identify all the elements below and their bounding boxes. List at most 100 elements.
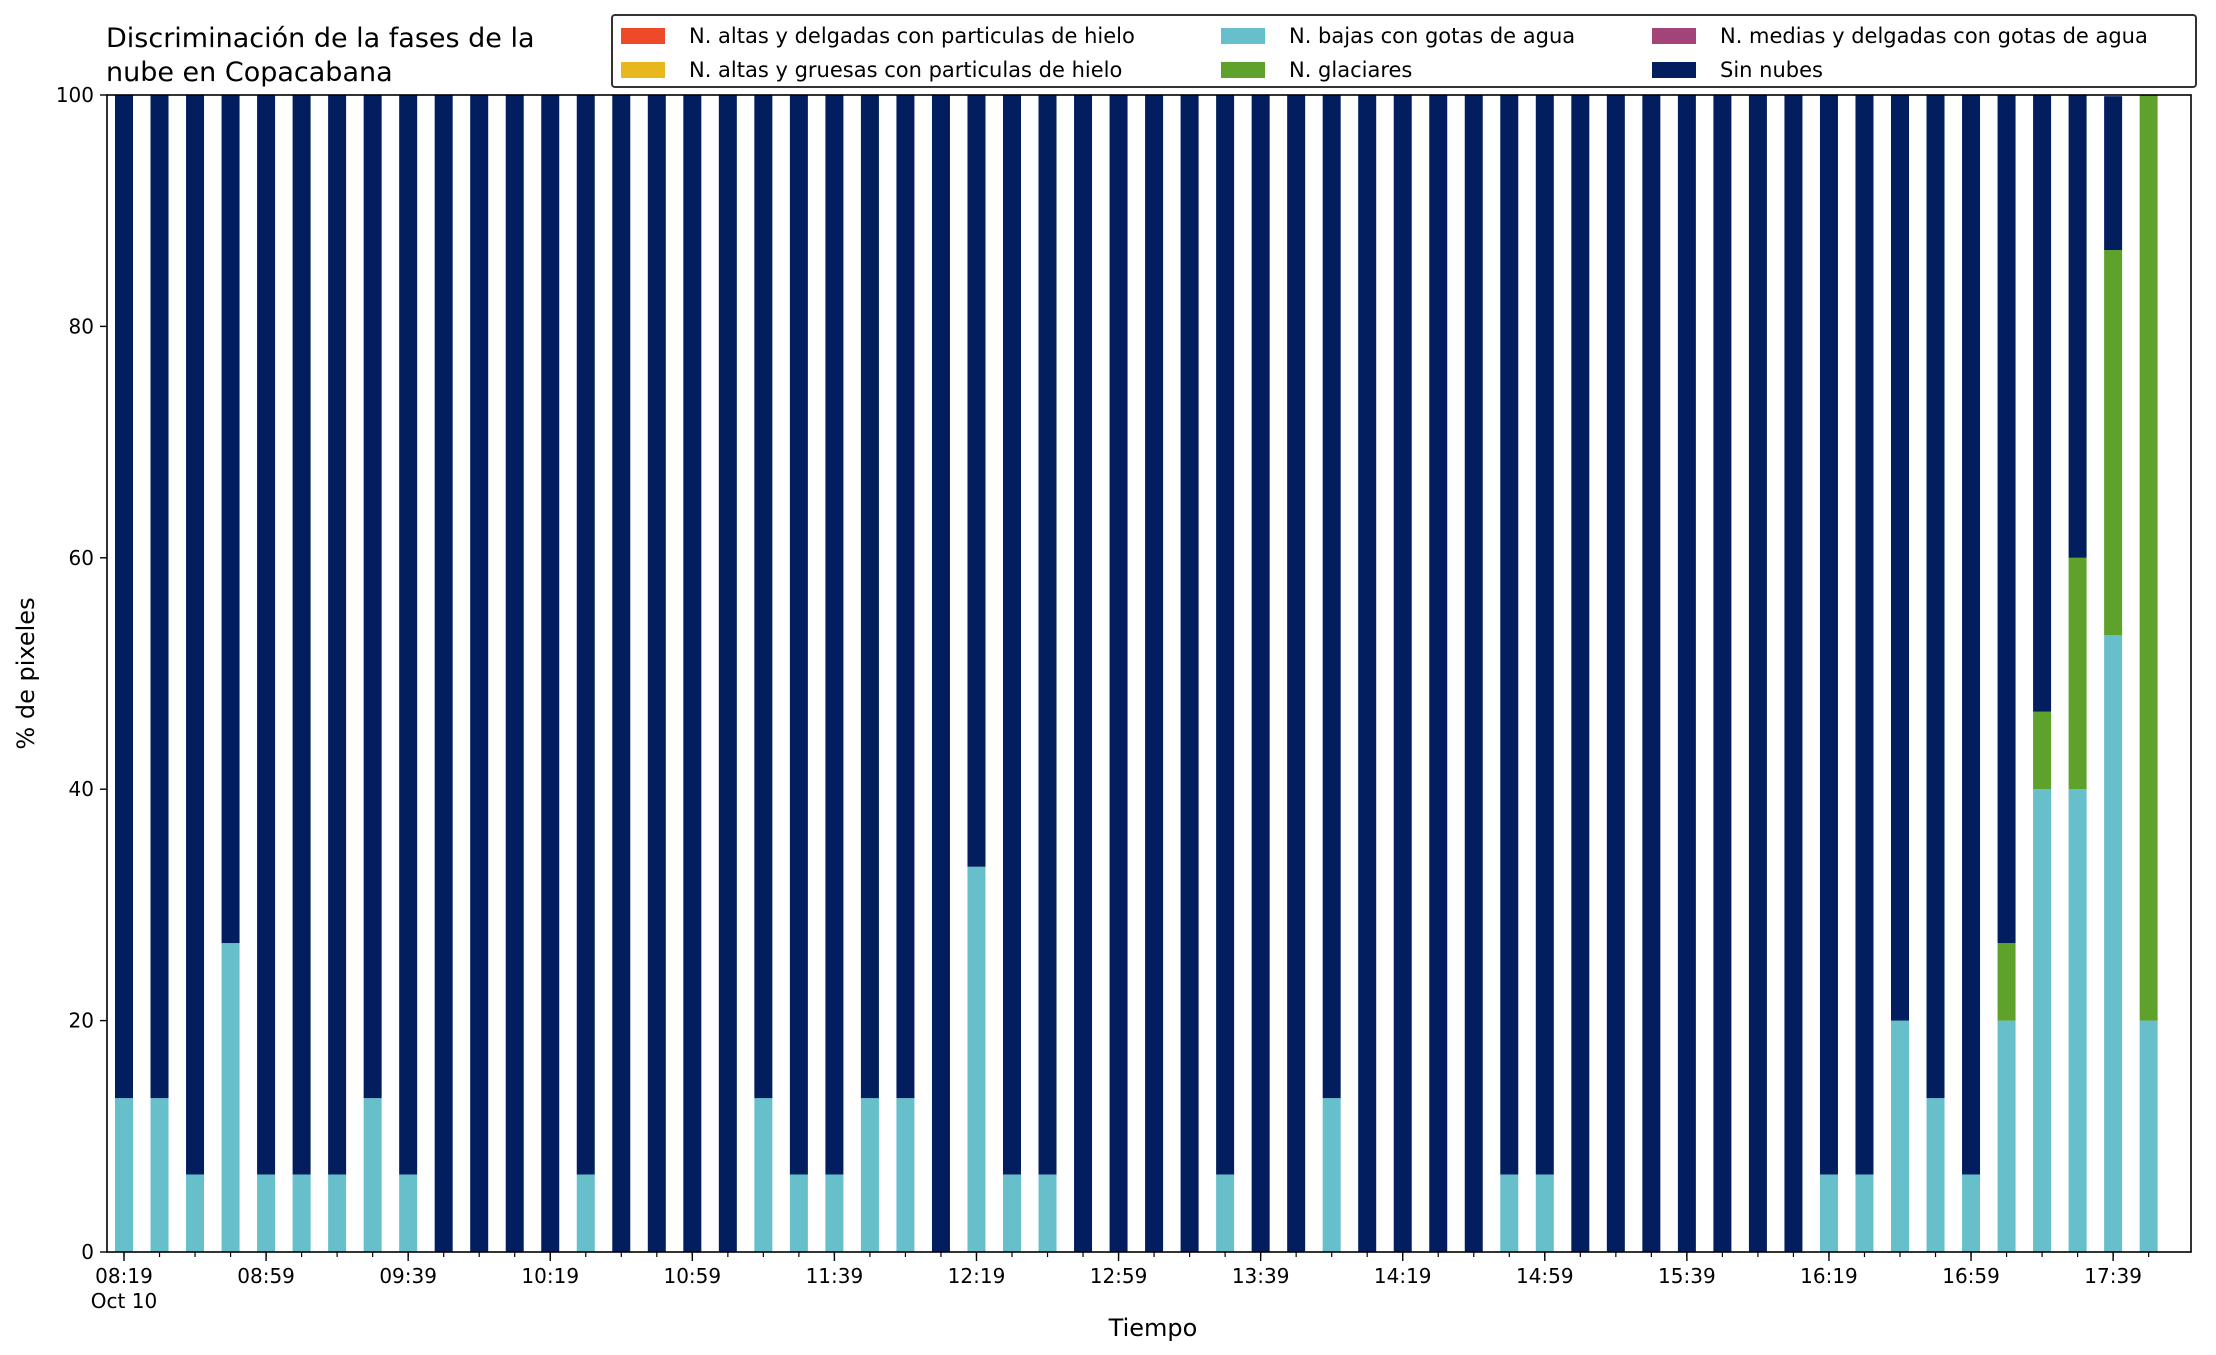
bar-segment-5-33 bbox=[1287, 95, 1306, 1252]
bar-segment-5-27 bbox=[1074, 95, 1093, 1252]
plot-frame bbox=[106, 94, 2192, 1253]
bar-segment-5-2 bbox=[186, 95, 205, 1175]
bar-segment-5-36 bbox=[1393, 95, 1412, 1252]
bar-segment-5-44 bbox=[1677, 95, 1696, 1252]
bar-segment-5-23 bbox=[931, 95, 950, 1252]
legend-label: N. altas y gruesas con particulas de hie… bbox=[689, 58, 1123, 82]
bar-segment-5-7 bbox=[363, 95, 382, 1099]
y-tick-label: 80 bbox=[69, 314, 94, 338]
bar-segment-5-47 bbox=[1784, 95, 1803, 1252]
bar-segment-2-1 bbox=[150, 1098, 169, 1252]
bar-segment-2-57 bbox=[2139, 1020, 2158, 1252]
bar-segment-2-4 bbox=[257, 1174, 276, 1252]
bar-segment-2-19 bbox=[789, 1174, 808, 1252]
bar-segment-2-18 bbox=[754, 1098, 773, 1252]
bar-segment-5-18 bbox=[754, 95, 773, 1099]
bar-segment-5-39 bbox=[1500, 95, 1519, 1175]
bar-segment-5-12 bbox=[541, 95, 560, 1252]
y-tick-label: 40 bbox=[69, 777, 94, 801]
bar-segment-5-3 bbox=[221, 95, 240, 944]
legend-label: N. glaciares bbox=[1289, 58, 1413, 82]
bar-segment-5-41 bbox=[1571, 95, 1590, 1252]
x-tick-label: 08:19 bbox=[95, 1264, 153, 1288]
bar-segment-2-13 bbox=[576, 1174, 595, 1252]
legend-label: N. medias y delgadas con gotas de agua bbox=[1720, 24, 2148, 48]
bar-segment-3-53 bbox=[1997, 943, 2016, 1021]
x-tick-label: 17:39 bbox=[2084, 1264, 2142, 1288]
y-tick-label: 0 bbox=[81, 1240, 94, 1264]
bar-segment-5-25 bbox=[1003, 95, 1021, 1175]
bar-segment-5-37 bbox=[1429, 95, 1448, 1252]
bar-segment-5-34 bbox=[1322, 95, 1341, 1099]
bar-segment-2-48 bbox=[1819, 1174, 1838, 1252]
bar-segment-5-10 bbox=[470, 95, 489, 1252]
bar-segment-5-11 bbox=[505, 95, 524, 1252]
y-tick-label: 60 bbox=[69, 546, 94, 570]
legend-swatch bbox=[621, 62, 665, 78]
bar-segment-5-0 bbox=[115, 95, 133, 1099]
bar-segment-5-20 bbox=[825, 95, 844, 1175]
x-tick-label: 14:19 bbox=[1374, 1264, 1432, 1288]
bar-segment-2-3 bbox=[221, 943, 240, 1252]
bar-segment-2-52 bbox=[1962, 1174, 1981, 1252]
bar-segment-5-32 bbox=[1251, 95, 1270, 1252]
chart-title-line-1: Discriminación de la fases de la bbox=[106, 23, 535, 54]
bar-segment-5-4 bbox=[257, 95, 276, 1175]
bar-segment-5-14 bbox=[612, 95, 631, 1252]
bar-segment-2-5 bbox=[292, 1174, 311, 1252]
x-tick-label: 10:19 bbox=[521, 1264, 579, 1288]
bar-segment-3-55 bbox=[2068, 557, 2087, 790]
legend-label: Sin nubes bbox=[1720, 58, 1823, 82]
bar-segment-2-39 bbox=[1500, 1174, 1519, 1252]
x-tick-label: 08:59 bbox=[237, 1264, 295, 1288]
bar-segment-2-31 bbox=[1216, 1174, 1235, 1252]
bar-segment-5-5 bbox=[292, 95, 311, 1175]
bar-segment-5-29 bbox=[1145, 95, 1164, 1252]
x-tick-label: 15:39 bbox=[1658, 1264, 1716, 1288]
bar-segment-5-55 bbox=[2068, 95, 2087, 558]
legend-swatch bbox=[1652, 28, 1696, 44]
bar-segment-2-49 bbox=[1855, 1174, 1874, 1252]
bar-segment-2-40 bbox=[1535, 1174, 1554, 1252]
bars-group bbox=[115, 95, 2158, 1252]
bar-segment-2-53 bbox=[1997, 1020, 2016, 1252]
bar-segment-5-13 bbox=[576, 95, 595, 1175]
bar-segment-2-54 bbox=[2033, 789, 2052, 1252]
bar-segment-5-1 bbox=[150, 95, 169, 1099]
bar-segment-5-31 bbox=[1216, 95, 1235, 1175]
legend-swatch bbox=[621, 28, 665, 44]
x-tick-sublabel: Oct 10 bbox=[91, 1289, 157, 1313]
bar-segment-5-35 bbox=[1358, 95, 1377, 1252]
bar-segment-5-42 bbox=[1606, 95, 1625, 1252]
chart-title: Discriminación de la fases de la nube en… bbox=[106, 22, 535, 90]
y-axis-label: % de pixeles bbox=[12, 597, 40, 749]
bar-segment-2-55 bbox=[2068, 789, 2087, 1252]
bar-segment-5-9 bbox=[434, 95, 453, 1252]
legend-label: N. altas y delgadas con particulas de hi… bbox=[689, 24, 1135, 48]
bar-segment-2-21 bbox=[860, 1098, 879, 1252]
bar-segment-5-51 bbox=[1926, 95, 1945, 1099]
bar-segment-2-34 bbox=[1322, 1098, 1341, 1252]
bar-segment-5-16 bbox=[683, 95, 702, 1252]
chart-title-line-2: nube en Copacabana bbox=[106, 57, 393, 88]
bar-segment-5-21 bbox=[860, 95, 879, 1099]
bar-segment-5-48 bbox=[1819, 95, 1838, 1175]
x-tick-label: 14:59 bbox=[1516, 1264, 1574, 1288]
bar-segment-5-17 bbox=[718, 95, 737, 1252]
bar-segment-5-46 bbox=[1748, 95, 1767, 1252]
bar-segment-2-22 bbox=[896, 1098, 915, 1252]
bar-segment-3-56 bbox=[2104, 250, 2123, 636]
bar-segment-5-6 bbox=[328, 95, 347, 1175]
bar-segment-2-56 bbox=[2104, 635, 2123, 1252]
bar-segment-2-25 bbox=[1003, 1174, 1021, 1252]
bar-segment-2-51 bbox=[1926, 1098, 1945, 1252]
bar-segment-2-2 bbox=[186, 1174, 205, 1252]
legend-label: N. bajas con gotas de agua bbox=[1289, 24, 1576, 48]
bar-segment-5-45 bbox=[1713, 95, 1732, 1252]
legend-swatch bbox=[1652, 62, 1696, 78]
x-tick-label: 16:59 bbox=[1942, 1264, 2000, 1288]
x-tick-label: 12:59 bbox=[1090, 1264, 1148, 1288]
x-tick-label: 11:39 bbox=[806, 1264, 864, 1288]
bar-segment-2-0 bbox=[115, 1098, 133, 1252]
